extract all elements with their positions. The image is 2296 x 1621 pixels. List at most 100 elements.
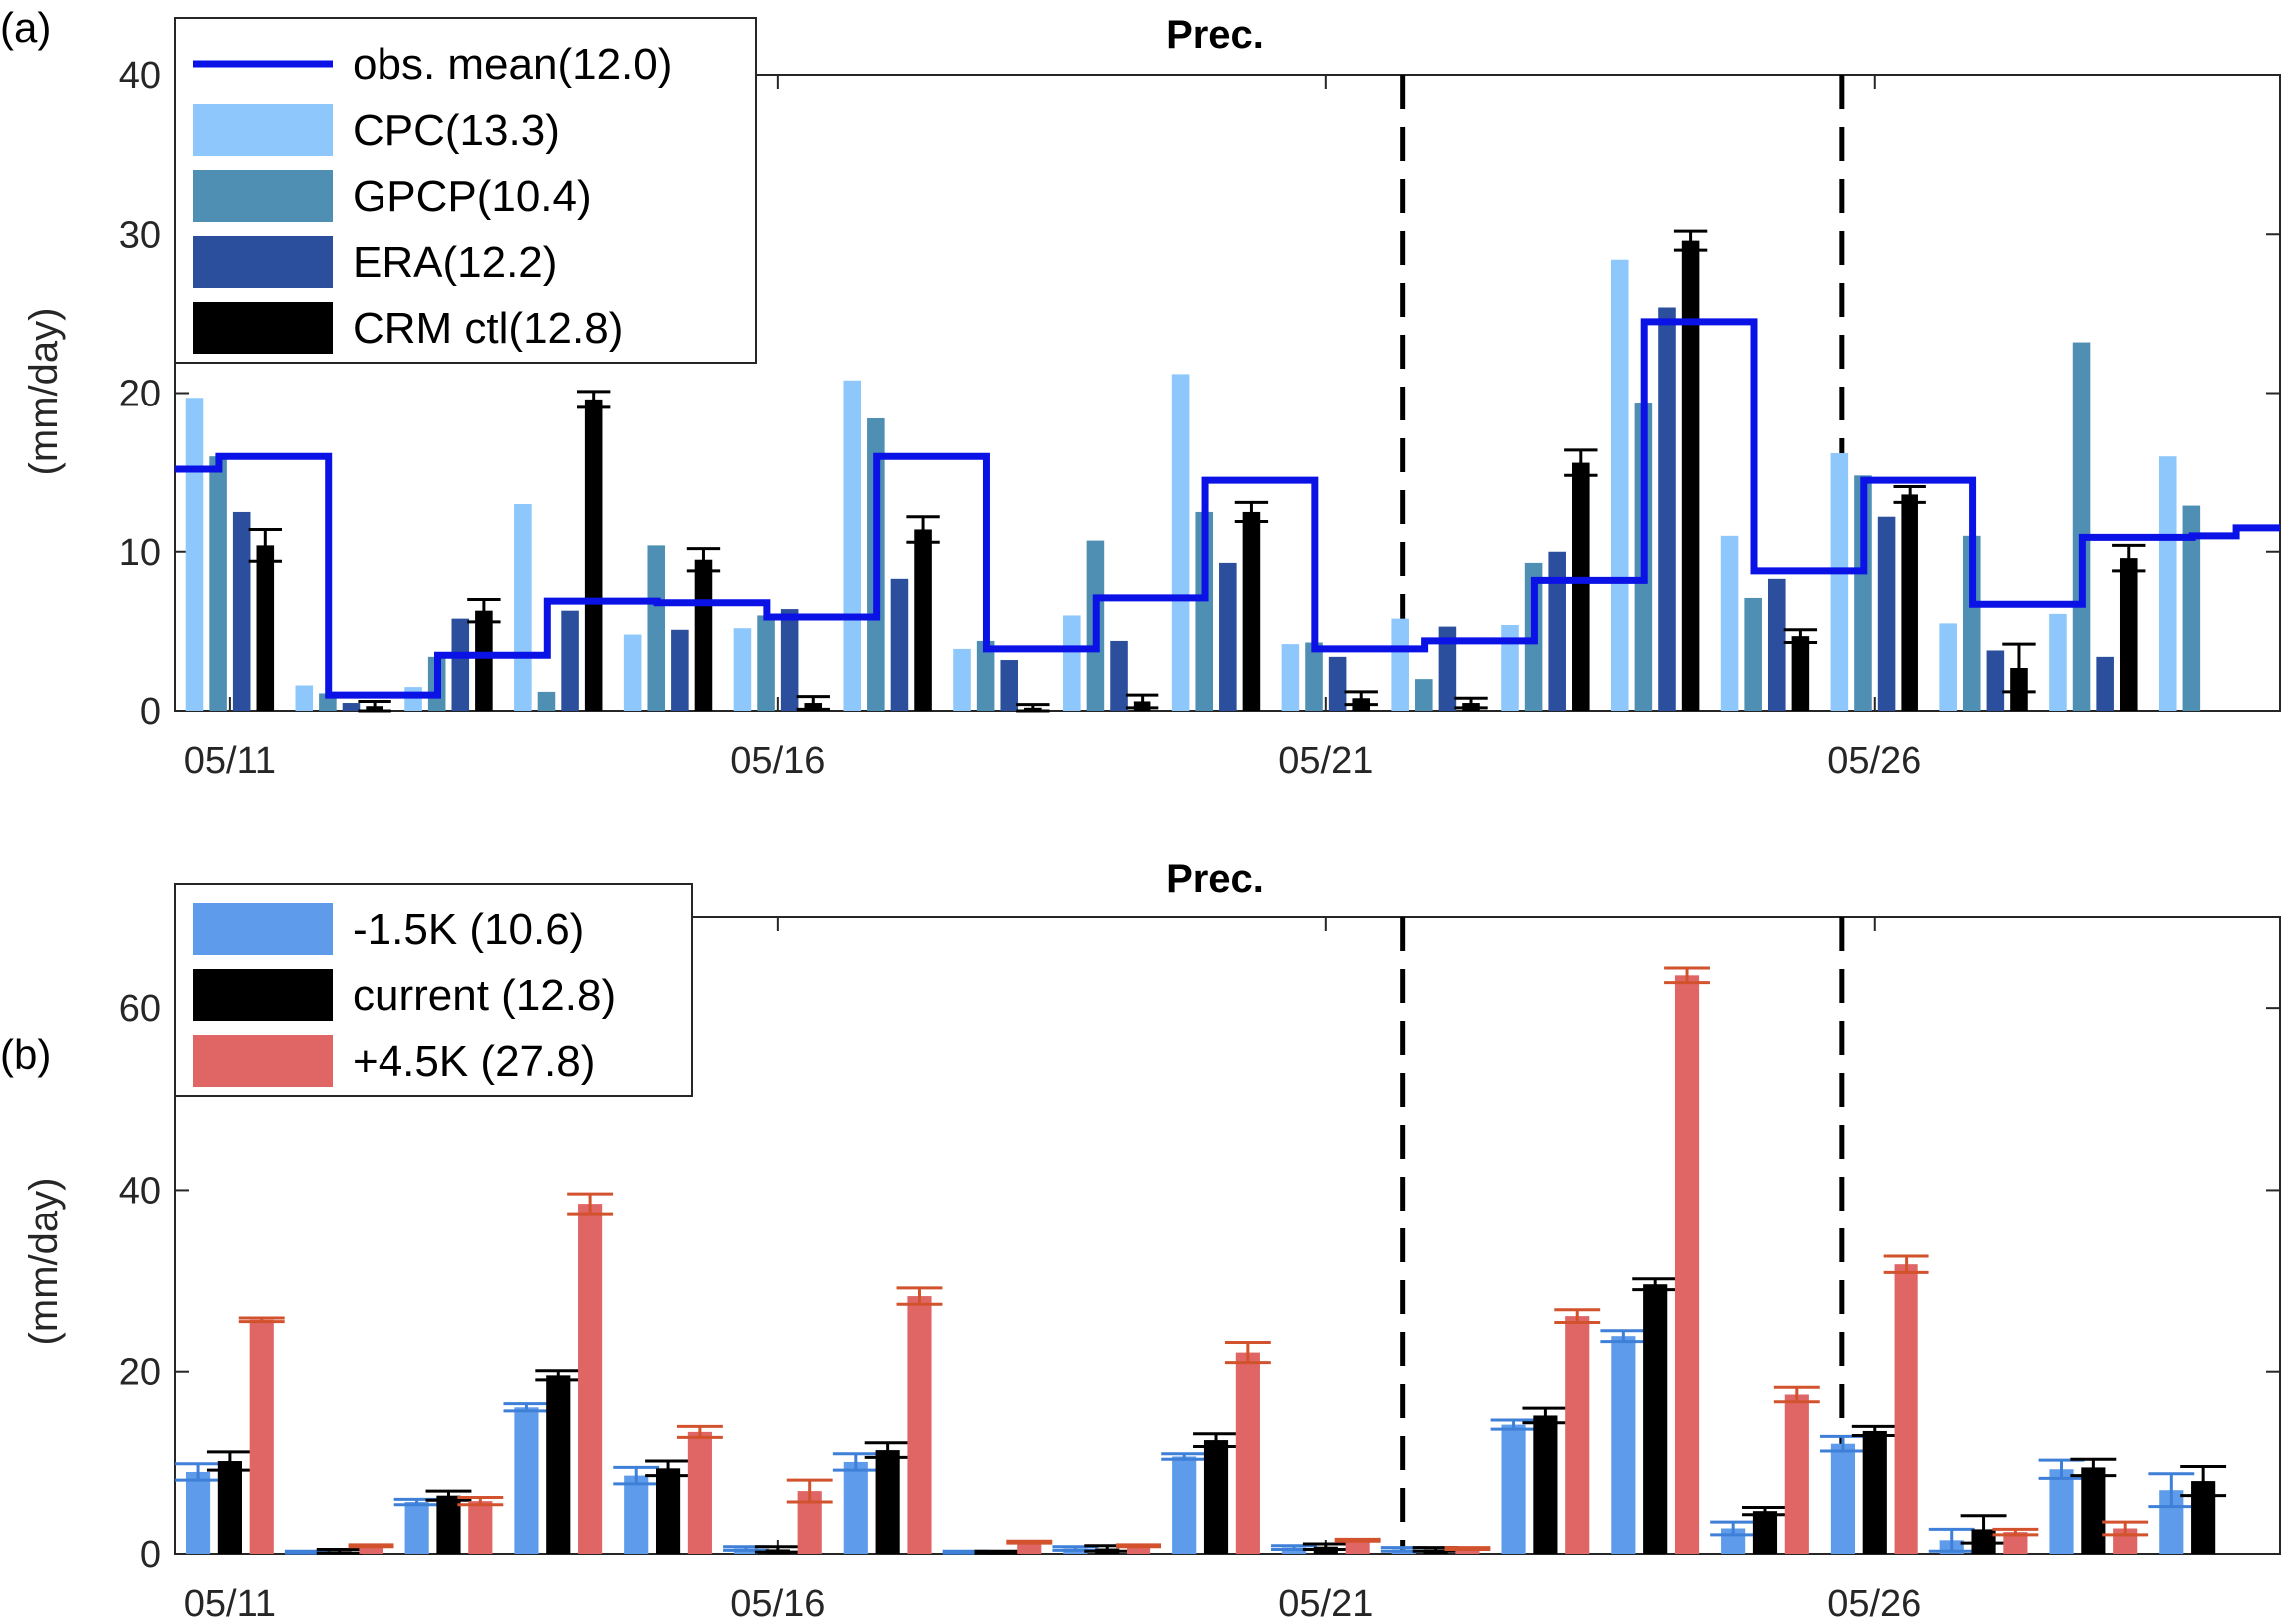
x-tick-label: 05/11 [184, 1583, 276, 1621]
bar-2 [647, 545, 666, 711]
bar-2 [2081, 1467, 2106, 1554]
bar-3 [359, 1545, 383, 1554]
bar-3 [907, 1296, 932, 1554]
bar-2 [1203, 1440, 1229, 1554]
legend-label: ERA(12.2) [353, 238, 557, 287]
y-tick-label: 40 [119, 55, 161, 97]
y-tick-label: 20 [119, 374, 161, 415]
panel-a: (a) Prec. (mm/day) 0 10 20 30 40 05/11 05/16 05… [0, 4, 2281, 782]
bar-3 [780, 609, 799, 711]
bar-1 [1501, 625, 1519, 711]
bar-3 [671, 629, 689, 711]
panel-a-ylabel: (mm/day) [22, 308, 66, 476]
legend-swatch [193, 236, 333, 288]
bar-1 [514, 1407, 539, 1554]
bar-1 [1171, 374, 1190, 711]
legend-label: CPC(13.3) [353, 106, 560, 155]
bar-1 [295, 685, 314, 711]
bar-3 [687, 1431, 712, 1554]
bar-3 [1219, 562, 1237, 711]
bar-1 [185, 398, 204, 711]
legend-label: obs. mean(12.0) [353, 40, 672, 89]
y-tick-label: 0 [140, 691, 161, 733]
y-tick-label: 10 [119, 532, 161, 574]
bar-1 [843, 380, 862, 711]
bar-2 [1195, 511, 1214, 711]
legend-label: -1.5K (10.6) [353, 905, 584, 954]
x-tick-label: 05/26 [1827, 740, 1921, 782]
legend-label: current (12.8) [353, 971, 616, 1020]
bar-1 [404, 687, 422, 711]
bar-4 [584, 399, 603, 711]
panel-b-label: (b) [0, 1031, 51, 1078]
bar-3 [249, 1319, 274, 1554]
obs-mean-line [175, 318, 2280, 699]
bar-2 [1744, 597, 1762, 711]
bar-3 [451, 618, 470, 711]
bar-1 [514, 503, 532, 711]
bar-2 [1415, 679, 1433, 711]
bar-4 [1681, 240, 1700, 711]
panel-a-legend: obs. mean(12.0) CPC(13.3) GPCP(10.4) ERA(12… [174, 17, 757, 364]
legend-swatch [193, 1035, 333, 1087]
legend-swatch [193, 170, 333, 222]
bar-3 [342, 703, 361, 711]
y-tick-label: 20 [119, 1352, 161, 1394]
bar-3 [2096, 656, 2114, 711]
bar-3 [1548, 551, 1566, 711]
bar-3 [578, 1204, 603, 1554]
x-tick-label: 05/16 [730, 740, 825, 782]
legend-swatch [193, 104, 333, 156]
bar-3 [2003, 1532, 2028, 1554]
bar-3 [1328, 656, 1347, 711]
bar-1 [1172, 1456, 1197, 1554]
panel-a-bars [185, 229, 2201, 713]
bar-3 [1877, 516, 1896, 711]
x-tick-label: 05/21 [1278, 740, 1373, 782]
bar-3 [1110, 640, 1128, 711]
bar-3 [1674, 975, 1700, 1554]
panel-a-title: Prec. [1166, 13, 1264, 57]
x-tick-label: 05/11 [184, 740, 276, 782]
bar-3 [1438, 626, 1457, 711]
legend-swatch [193, 903, 333, 955]
bar-2 [1962, 535, 1981, 711]
bar-1 [1720, 535, 1739, 711]
bar-1 [1610, 259, 1629, 711]
bar-2 [537, 691, 556, 711]
bar-3 [1894, 1264, 1918, 1554]
bar-1 [404, 1502, 429, 1554]
x-tick-label: 05/21 [1278, 1583, 1373, 1621]
panel-b-bars [175, 966, 2227, 1555]
bar-1 [623, 634, 642, 711]
bar-4 [914, 529, 932, 711]
bar-2 [2182, 505, 2201, 711]
y-tick-label: 0 [140, 1534, 161, 1576]
panel-a-obs-line [175, 318, 2280, 699]
bar-4 [256, 545, 275, 711]
bar-1 [2158, 456, 2177, 711]
bar-3 [1767, 578, 1786, 711]
bar-1 [1281, 644, 1300, 711]
y-tick-label: 60 [119, 988, 161, 1030]
bar-3 [1345, 1540, 1370, 1554]
bar-2 [1862, 1430, 1887, 1554]
bar-2 [655, 1468, 681, 1554]
legend-label: CRM ctl(12.8) [353, 304, 623, 353]
bar-3 [1126, 1545, 1151, 1554]
bar-2 [976, 640, 995, 711]
bar-1 [1501, 1424, 1526, 1554]
bar-4 [694, 559, 713, 711]
bar-1 [733, 628, 752, 711]
bar-3 [1455, 1548, 1480, 1554]
bar-4 [2119, 558, 2138, 711]
panel-b-title: Prec. [1166, 857, 1264, 901]
legend-label: +4.5K (27.8) [353, 1037, 595, 1086]
bar-3 [232, 511, 251, 711]
bar-4 [475, 610, 493, 711]
bar-1 [2049, 613, 2067, 711]
legend-swatch [193, 302, 333, 354]
bar-1 [624, 1475, 649, 1554]
panel-a-label: (a) [0, 4, 51, 51]
